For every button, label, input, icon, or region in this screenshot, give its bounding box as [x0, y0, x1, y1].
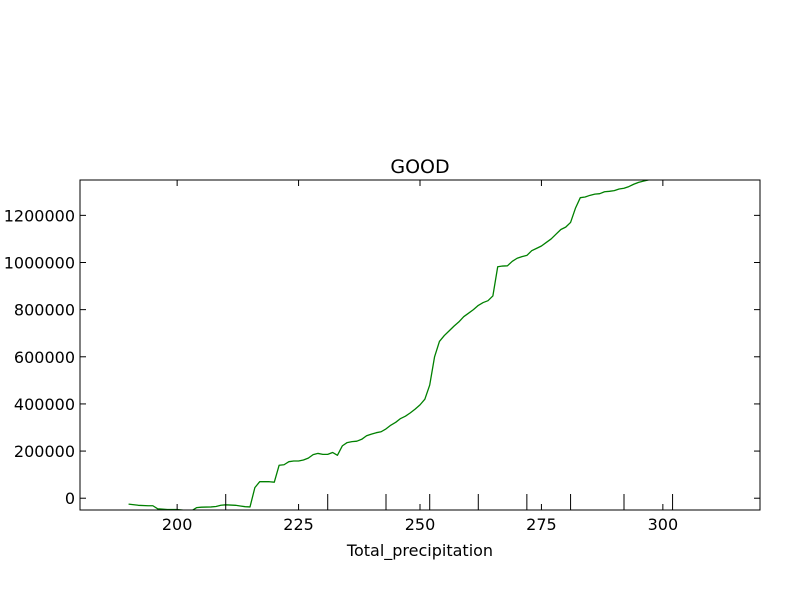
y-tick-label: 0	[65, 489, 75, 508]
x-tick-label: 250	[405, 515, 436, 534]
y-tick-label: 200000	[14, 442, 75, 461]
y-tick-label: 600000	[14, 348, 75, 367]
x-axis-label: Total_precipitation	[346, 541, 493, 561]
y-tick-label: 800000	[14, 301, 75, 320]
x-tick-label: 275	[526, 515, 557, 534]
series-line-0	[128, 180, 652, 510]
plot-area: 200 225 250 275 300 0 200000 400000 600000 800000…	[4, 179, 761, 534]
plot-frame	[79, 179, 761, 511]
chart-title: GOOD	[390, 156, 449, 178]
y-tick-label: 1200000	[4, 206, 75, 225]
x-tick-label: 200	[162, 515, 193, 534]
y-tick-label: 1000000	[4, 254, 75, 273]
x-tick-label: 225	[283, 515, 314, 534]
y-tick-label: 400000	[14, 395, 75, 414]
x-tick-label: 300	[648, 515, 679, 534]
